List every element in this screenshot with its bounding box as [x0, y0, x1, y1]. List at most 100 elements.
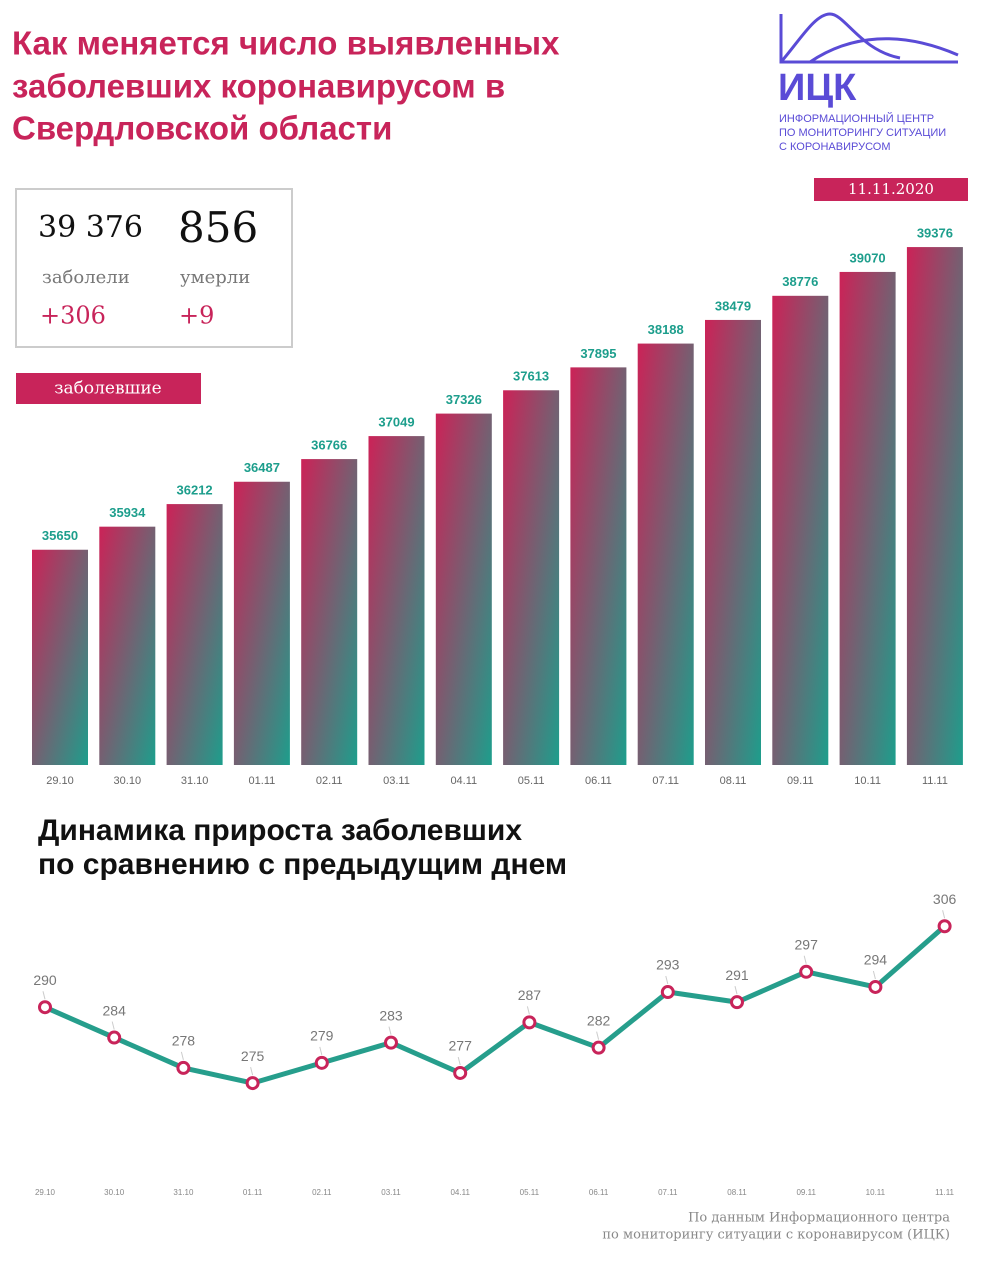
- data-label: 36766: [311, 438, 347, 453]
- bar: [570, 367, 627, 765]
- data-label: 38188: [648, 322, 684, 337]
- chart-title: по сравнению с предыдущим днем: [38, 848, 567, 881]
- bar: [233, 481, 290, 765]
- chart-title: Динамика прироста заболевших: [38, 814, 522, 847]
- x-tick-label: 30.10: [114, 775, 142, 787]
- x-tick-label: 29.10: [35, 1188, 56, 1197]
- bar: [705, 319, 761, 765]
- leader-line: [42, 991, 46, 1000]
- x-tick-label: 09.11: [796, 1188, 816, 1197]
- title-line: заболевших коронавирусом в: [12, 68, 505, 105]
- bar: [301, 459, 358, 765]
- leader-line: [250, 1066, 254, 1076]
- leader-line: [388, 1026, 392, 1035]
- deaths-label: умерли: [180, 267, 250, 288]
- point: [107, 1030, 122, 1045]
- data-label: 39070: [850, 250, 886, 265]
- data-label: 36487: [244, 460, 280, 475]
- x-tick-label: 02.11: [316, 775, 343, 787]
- leader-line: [319, 1046, 323, 1055]
- title-line: Свердловской области: [12, 110, 392, 147]
- data-label: 38479: [715, 298, 751, 313]
- leader-line: [111, 1021, 115, 1030]
- series-label: заболевшие: [54, 379, 162, 399]
- x-tick-label: 10.11: [854, 775, 881, 787]
- x-tick-label: 31.10: [181, 775, 209, 787]
- data-label: 294: [864, 952, 888, 968]
- data-label: 37895: [580, 346, 616, 361]
- x-tick-label: 08.11: [727, 1188, 747, 1197]
- logo-line: ПО МОНИТОРИНГУ СИТУАЦИИ: [779, 127, 946, 139]
- data-label: 283: [379, 1007, 403, 1023]
- leader-line: [596, 1031, 600, 1040]
- x-tick-label: 04.11: [450, 1188, 470, 1197]
- x-tick-label: 08.11: [720, 775, 747, 787]
- data-label: 35650: [42, 528, 78, 543]
- data-label: 282: [587, 1012, 611, 1028]
- logo-graphic: [779, 12, 959, 64]
- bar: [166, 504, 223, 765]
- cases-delta: +306: [40, 302, 106, 330]
- data-label: 37326: [446, 392, 482, 407]
- leader-line: [457, 1056, 461, 1066]
- data-label: 278: [172, 1033, 196, 1049]
- bar: [906, 247, 963, 765]
- data-label: 291: [725, 967, 749, 983]
- x-tick-label: 09.11: [787, 775, 814, 787]
- point: [868, 979, 883, 994]
- data-label: 306: [933, 891, 957, 907]
- point: [591, 1040, 606, 1055]
- x-tick-label: 05.11: [518, 775, 545, 787]
- x-tick-label: 31.10: [173, 1188, 194, 1197]
- source-line: По данным Информационного центра: [688, 1211, 950, 1226]
- leader-line: [942, 910, 946, 919]
- point: [730, 995, 744, 1010]
- leader-line: [734, 986, 738, 995]
- point: [522, 1015, 537, 1030]
- x-tick-label: 05.11: [520, 1188, 540, 1197]
- data-label: 277: [449, 1038, 473, 1054]
- x-tick-label: 07.11: [658, 1188, 678, 1197]
- data-label: 37613: [513, 369, 549, 384]
- bar: [503, 390, 560, 765]
- point: [176, 1060, 191, 1075]
- leader-line: [526, 1006, 530, 1015]
- cases-label: заболели: [42, 267, 130, 288]
- x-tick-label: 03.11: [381, 1188, 401, 1197]
- point: [660, 985, 675, 1000]
- point: [453, 1065, 468, 1080]
- deaths-delta: +9: [179, 302, 214, 330]
- point: [314, 1055, 329, 1070]
- logo-name: ИЦК: [778, 67, 857, 109]
- logo-line: ИНФОРМАЦИОННЫЙ ЦЕНТР: [779, 112, 934, 125]
- x-tick-label: 01.11: [249, 775, 276, 787]
- leader-line: [803, 955, 807, 964]
- bar: [637, 343, 694, 765]
- bar: [32, 549, 88, 765]
- leader-line: [872, 970, 876, 980]
- data-label: 279: [310, 1028, 334, 1044]
- x-tick-label: 06.11: [589, 1188, 609, 1197]
- data-label: 275: [241, 1048, 265, 1064]
- x-tick-label: 11.11: [935, 1188, 954, 1197]
- series-badge: [16, 373, 201, 404]
- leader-line: [180, 1051, 184, 1061]
- data-label: 297: [795, 936, 819, 952]
- date: 11.11.2020: [848, 180, 934, 198]
- cases: 39 376: [38, 210, 143, 245]
- data-label: 39376: [917, 226, 953, 241]
- point: [245, 1076, 260, 1091]
- title-line: Как меняется число выявленных: [12, 25, 560, 62]
- x-tick-label: 11.11: [922, 775, 948, 787]
- x-tick-label: 07.11: [652, 775, 679, 787]
- data-label: 36212: [177, 483, 213, 498]
- deaths: 856: [178, 203, 258, 252]
- x-tick-label: 01.11: [243, 1188, 263, 1197]
- data-label: 290: [33, 972, 57, 988]
- point: [384, 1035, 398, 1050]
- x-tick-label: 02.11: [312, 1188, 332, 1197]
- bar: [435, 413, 492, 765]
- data-label: 37049: [378, 415, 414, 430]
- date-badge: [814, 178, 968, 201]
